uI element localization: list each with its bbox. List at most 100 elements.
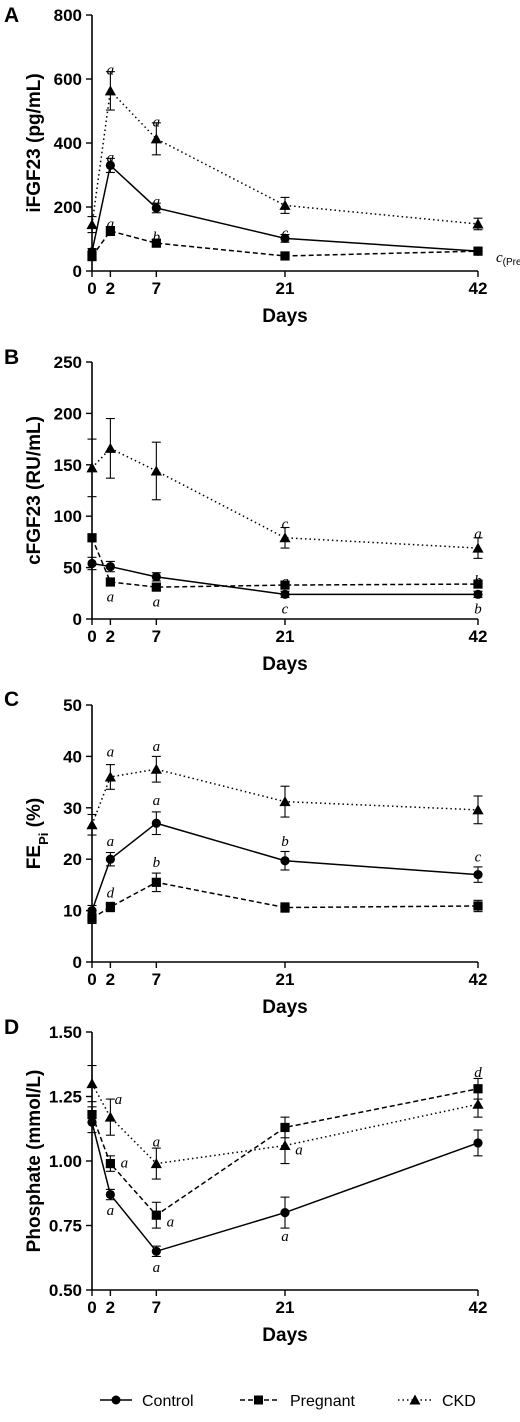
data-point-control: [280, 856, 290, 866]
significance-label-c: b: [153, 855, 161, 871]
data-point-ckd: [104, 771, 116, 782]
data-point-control: [151, 818, 161, 828]
data-point-pregnant: [87, 1109, 97, 1120]
x-tick-label-d: 7: [152, 1298, 161, 1317]
x-axis-title-a: Days: [262, 306, 307, 327]
y-tick-label-a: 200: [54, 198, 82, 217]
x-tick-label-b: 2: [106, 627, 115, 646]
data-point-pregnant: [151, 582, 161, 592]
series-ckd-a: [86, 71, 484, 234]
data-point-control: [151, 1246, 161, 1256]
data-point-control: [105, 854, 115, 864]
significance-label-a: b: [153, 229, 161, 245]
y-tick-label-b: 100: [54, 507, 82, 526]
series-pregnant-b: [87, 533, 483, 592]
significance-label-b: b: [474, 602, 482, 618]
y-tick-label-d: 1.50: [49, 1023, 82, 1042]
data-point-control: [280, 233, 290, 243]
y-tick-label-a: 400: [54, 134, 82, 153]
significance-label-d: a: [107, 1203, 115, 1219]
x-tick-label-a: 7: [152, 279, 161, 298]
data-point-pregnant: [151, 1210, 161, 1220]
series-ckd-c: [86, 755, 484, 836]
significance-label-c: a: [153, 739, 161, 755]
data-point-pregnant: [105, 902, 115, 912]
y-axis-title-b: cFGF23 (RU/mL): [24, 416, 45, 565]
data-point-pregnant: [87, 533, 97, 543]
data-point-ckd: [279, 1140, 291, 1151]
y-tick-label-d: 1.00: [49, 1152, 82, 1171]
x-axis-title-d: Days: [262, 1325, 307, 1346]
data-point-pregnant: [473, 579, 483, 589]
significance-label-c: a: [107, 834, 115, 850]
legend: Control Pregnant CKD: [100, 1393, 476, 1410]
data-point-control: [473, 1138, 483, 1148]
data-point-pregnant: [473, 246, 483, 256]
series-control-b: [87, 556, 483, 599]
panel-letter-c: C: [4, 688, 19, 711]
series-line-pregnant: [91, 881, 479, 919]
significance-label-c: c: [475, 850, 482, 866]
data-point-ckd: [279, 532, 291, 543]
data-point-control: [473, 589, 483, 599]
panel-letter-a: A: [4, 4, 19, 27]
data-point-ckd: [150, 1158, 162, 1169]
data-point-pregnant: [105, 226, 115, 236]
significance-label-b: c: [282, 602, 289, 618]
significance-label-a: a: [153, 194, 161, 210]
data-point-control: [280, 1208, 290, 1218]
panel-letter-b: B: [4, 346, 19, 369]
significance-label-d: a: [167, 1215, 175, 1231]
x-tick-label-a: 0: [87, 279, 96, 298]
data-point-ckd: [104, 442, 116, 453]
y-tick-label-b: 250: [54, 353, 82, 372]
significance-label-a: c(Preg): [496, 250, 520, 268]
y-tick-label-b: 0: [73, 610, 82, 629]
data-point-ckd: [86, 219, 98, 230]
y-axis-title-d: Phosphate (mmol/L): [24, 1070, 45, 1253]
significance-label-d: a: [153, 1135, 161, 1151]
y-tick-label-b: 150: [54, 456, 82, 475]
significance-label-b: a: [281, 574, 289, 590]
significance-label-b: b: [474, 573, 482, 589]
legend-pregnant-label: Pregnant: [290, 1393, 355, 1410]
data-point-ckd: [104, 1111, 116, 1122]
significance-label-a: a: [107, 150, 115, 166]
legend-ckd-marker: [409, 1394, 421, 1405]
series-line-ckd: [91, 89, 479, 225]
legend-control-marker: [111, 1395, 121, 1405]
significance-label-a: c: [282, 226, 289, 242]
data-point-pregnant: [105, 1158, 115, 1169]
x-tick-label-b: 7: [152, 627, 161, 646]
significance-label-b: a: [474, 527, 482, 543]
y-tick-label-c: 50: [63, 696, 82, 715]
data-point-ckd: [150, 465, 162, 476]
significance-label-b: a: [153, 595, 161, 611]
data-point-ckd: [104, 85, 116, 96]
x-tick-label-c: 21: [276, 970, 295, 989]
series-control-c: [87, 811, 483, 917]
y-tick-label-d: 0.50: [49, 1281, 82, 1300]
x-tick-label-d: 0: [87, 1298, 96, 1317]
data-point-pregnant: [280, 251, 290, 261]
y-tick-label-a: 600: [54, 70, 82, 89]
data-point-ckd: [279, 199, 291, 210]
legend-control-label: Control: [142, 1393, 194, 1410]
data-point-control: [105, 1189, 115, 1200]
significance-label-a: a: [107, 62, 115, 78]
y-tick-label-d: 1.25: [49, 1088, 82, 1107]
significance-label-c: a: [153, 793, 161, 809]
x-tick-label-c: 0: [87, 970, 96, 989]
data-point-control: [105, 160, 115, 170]
x-tick-label-c: 2: [106, 970, 115, 989]
y-tick-label-c: 10: [63, 902, 82, 921]
significance-label-d: a: [121, 1155, 129, 1171]
data-point-ckd: [472, 804, 484, 815]
y-axis-title-c: FEPi (%): [24, 798, 51, 869]
data-point-pregnant: [151, 238, 161, 248]
data-point-ckd: [279, 796, 291, 807]
significance-label-c: a: [107, 744, 115, 760]
